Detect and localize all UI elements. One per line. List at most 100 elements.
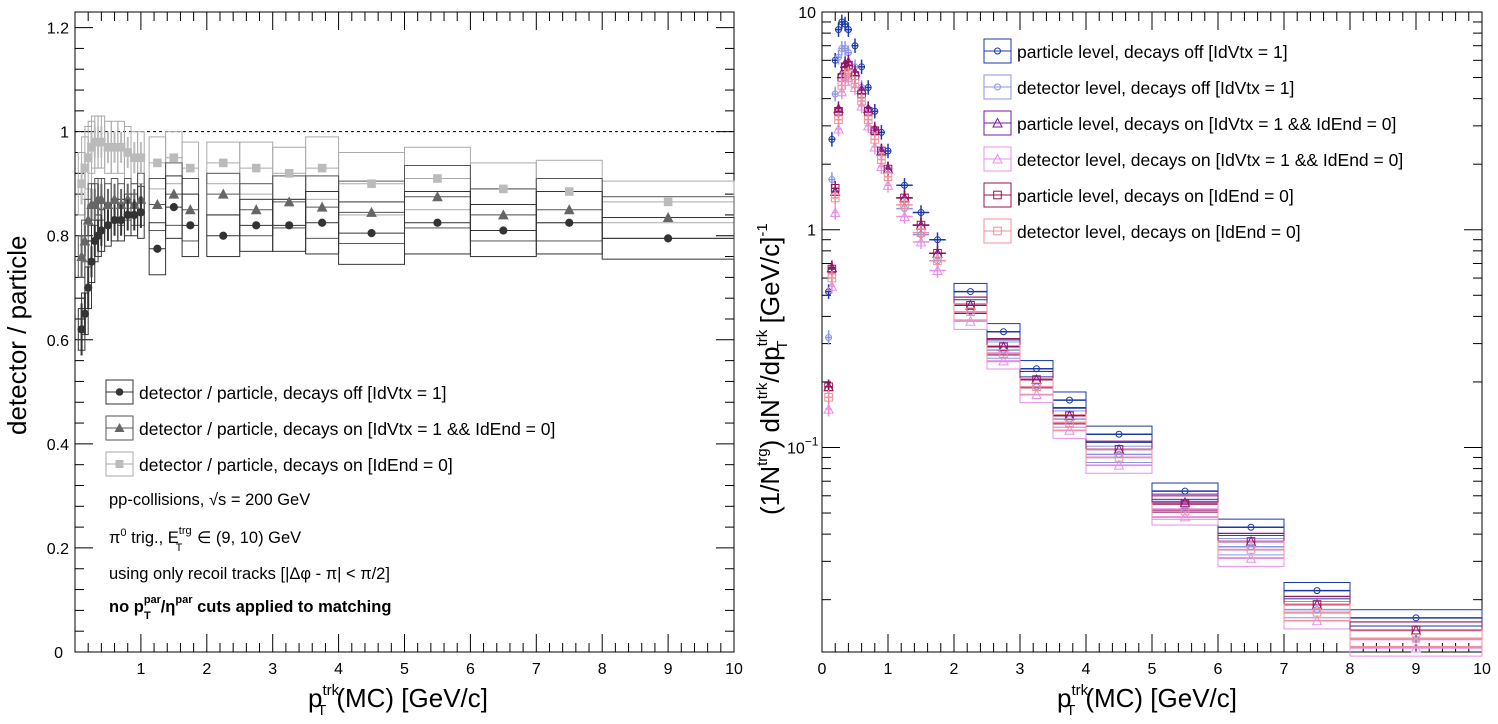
y-tick-label: 1 [60, 125, 69, 142]
right-legend: particle level, decays off [IdVtx = 1] de… [983, 38, 1403, 244]
data-point [1181, 487, 1189, 495]
legend-marker [992, 153, 1003, 164]
data-point [1065, 418, 1074, 427]
data-point [966, 307, 975, 317]
right-legend-entry: detector level, decays on [IdEnd = 0] [983, 218, 1301, 244]
legend-label: detector / particle, decays on [IdVtx = … [139, 419, 555, 439]
data-point [499, 184, 508, 194]
data-point [827, 273, 837, 283]
data-point [830, 193, 840, 203]
data-point [932, 264, 943, 275]
data-point [109, 193, 120, 204]
data-point [123, 148, 133, 157]
data-point [1031, 388, 1042, 400]
left-legend-entry-decays-on-vtx: detector / particle, decays on [IdVtx = … [105, 415, 555, 441]
data-point [1115, 450, 1123, 458]
data-point [863, 115, 873, 125]
data-point [184, 204, 196, 215]
data-point [218, 158, 228, 168]
data-point [117, 216, 126, 225]
data-point [851, 42, 859, 50]
data-point [499, 226, 508, 235]
x-tick-label: 9 [1412, 661, 1421, 678]
data-point [870, 135, 880, 144]
x-tick-label: 5 [400, 661, 409, 678]
data-point [87, 257, 96, 266]
legend-marker [994, 47, 1001, 55]
data-point [432, 191, 443, 202]
data-point [1411, 633, 1421, 643]
data-point [318, 218, 327, 227]
data-point [835, 53, 842, 61]
data-point [251, 163, 261, 173]
data-point [366, 206, 377, 217]
data-point [833, 123, 844, 134]
y-tick-label: 10−1 [787, 434, 819, 457]
data-point [1065, 411, 1074, 420]
data-point [999, 349, 1008, 358]
data-point [1246, 545, 1256, 554]
data-point [168, 188, 180, 199]
x-tick-label: 5 [1148, 661, 1157, 678]
data-point [1247, 543, 1255, 551]
x-tick-label: 8 [1346, 661, 1355, 678]
data-point [186, 221, 195, 230]
x-tick-label: 10 [725, 661, 743, 678]
data-point [998, 355, 1009, 366]
data-point [84, 283, 93, 292]
legend-label: detector / particle, decays on [IdEnd = … [139, 455, 453, 475]
left-data-points [76, 126, 674, 356]
x-tick-label: 4 [334, 661, 343, 678]
right-spectrum-panel: 0 1 2 3 4 5 6 7 8 9 10 10 1 10−1 (1/Ntrg) dNtrk/dptrk… [754, 5, 1491, 719]
data-point [823, 403, 834, 414]
right-data-points [823, 14, 1422, 653]
x-tick-label: 6 [1214, 661, 1223, 678]
x-tick-label: 1 [136, 661, 145, 678]
right-tick-labels: 0 1 2 3 4 5 6 7 8 9 10 10 1 10−1 [787, 5, 1491, 678]
data-point [1066, 396, 1073, 404]
data-point [82, 214, 94, 225]
legend-marker [992, 117, 1003, 128]
x-tick-label: 9 [664, 661, 673, 678]
data-point [367, 229, 376, 238]
data-point [97, 137, 106, 147]
x-tick-label: 10 [1473, 661, 1491, 678]
data-point [1032, 382, 1041, 392]
legend-label: detector level, decays on [IdEnd = 0] [1017, 222, 1301, 242]
data-point [103, 221, 113, 230]
left-y-axis-title: detector / particle [2, 236, 32, 435]
y-tick-label: 0.4 [47, 437, 69, 454]
x-tick-label: 7 [532, 661, 541, 678]
left-legend-entry-decays-off: detector / particle, decays off [IdVtx =… [105, 379, 447, 405]
data-point [917, 208, 925, 216]
data-point [664, 234, 673, 243]
x-tick-label: 4 [1082, 661, 1091, 678]
data-point [829, 206, 841, 217]
data-point [1000, 328, 1007, 336]
data-point [1179, 511, 1191, 522]
data-point [915, 236, 927, 247]
data-point [836, 86, 848, 97]
data-point [1113, 459, 1125, 470]
data-point [1313, 587, 1321, 595]
data-point [252, 221, 261, 230]
note-recoil-tracks: using only recoil tracks [|Δφ - π| < π/2… [109, 565, 390, 583]
data-point [934, 236, 941, 244]
data-point [285, 221, 294, 230]
data-point [967, 288, 974, 296]
data-point [102, 198, 114, 210]
data-point [825, 333, 833, 341]
legend-label: detector / particle, decays off [IdVtx =… [139, 383, 447, 403]
x-tick-label: 1 [884, 661, 893, 678]
right-legend-entry: particle level, decays off [IdVtx = 1] [983, 38, 1288, 64]
data-point [96, 193, 107, 204]
data-point [1064, 424, 1075, 435]
data-point [1115, 430, 1123, 438]
data-point [186, 163, 195, 173]
data-point [219, 231, 228, 240]
data-point [317, 163, 327, 173]
data-point [826, 280, 838, 291]
legend-label: particle level, decays off [IdVtx = 1] [1017, 42, 1288, 62]
data-point [1114, 453, 1124, 462]
